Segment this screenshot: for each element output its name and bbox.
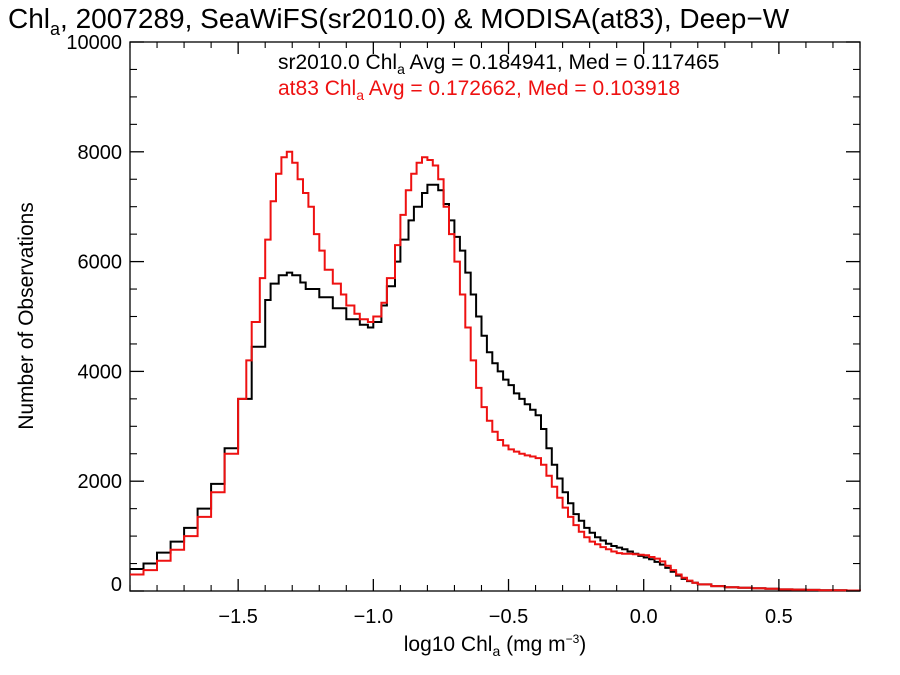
y-tick-label-4: 8000 bbox=[78, 142, 123, 164]
chart-title-rest: , 2007289, SeaWiFS(sr2010.0) & MODISA(at… bbox=[60, 3, 790, 34]
annotation-red-prefix: at83 Chl bbox=[278, 77, 356, 100]
chart-title: Chla, 2007289, SeaWiFS(sr2010.0) & MODIS… bbox=[8, 3, 790, 39]
ticks-layer bbox=[129, 41, 861, 592]
annotation-black-sub: a bbox=[397, 61, 405, 77]
x-axis-label: log10 Chla (mg m−3) bbox=[404, 632, 587, 659]
x-axis-label-main: log10 Chl bbox=[404, 633, 493, 656]
x-tick-label-1: −1.0 bbox=[354, 606, 393, 628]
y-tick-label-1: 2000 bbox=[78, 471, 123, 493]
x-axis-label-sup: −3 bbox=[566, 632, 580, 646]
x-tick-label-2: −0.5 bbox=[489, 606, 528, 628]
annotation-black-suffix: Avg = 0.184941, Med = 0.117465 bbox=[405, 51, 720, 74]
plot-area-border bbox=[129, 41, 861, 592]
annotations: sr2010.0 Chla Avg = 0.184941, Med = 0.11… bbox=[278, 51, 719, 103]
x-axis-label-sub: a bbox=[492, 643, 500, 659]
annotation-red: at83 Chla Avg = 0.172662, Med = 0.103918 bbox=[278, 77, 680, 103]
annotation-red-suffix: Avg = 0.172662, Med = 0.103918 bbox=[364, 77, 680, 100]
x-axis-label-unit: (mg m bbox=[500, 633, 565, 656]
tick-labels-layer: −1.5 −1.0 −0.5 0.0 0.5 0 2000 4000 6000 8000 10000 bbox=[66, 32, 792, 628]
series-layer bbox=[130, 150, 861, 592]
annotation-black-prefix: sr2010.0 Chl bbox=[278, 51, 397, 74]
x-axis-label-close: ) bbox=[579, 633, 586, 656]
annotation-red-sub: a bbox=[356, 87, 364, 103]
chart-title-sub: a bbox=[50, 19, 61, 39]
annotation-black: sr2010.0 Chla Avg = 0.184941, Med = 0.11… bbox=[278, 51, 719, 77]
plot-frame bbox=[129, 41, 861, 592]
series-line-1 bbox=[130, 150, 861, 592]
series-line-0 bbox=[130, 183, 861, 592]
x-tick-label-4: 0.5 bbox=[765, 606, 793, 628]
y-tick-label-2: 4000 bbox=[78, 361, 123, 383]
chart-title-main: Chl bbox=[8, 3, 50, 34]
y-tick-label-5: 10000 bbox=[66, 32, 122, 54]
y-tick-label-0: 0 bbox=[111, 574, 122, 596]
y-tick-label-3: 6000 bbox=[78, 252, 123, 274]
x-tick-label-0: −1.5 bbox=[218, 606, 257, 628]
y-axis-label: Number of Observations bbox=[15, 202, 38, 430]
x-tick-label-3: 0.0 bbox=[630, 606, 658, 628]
